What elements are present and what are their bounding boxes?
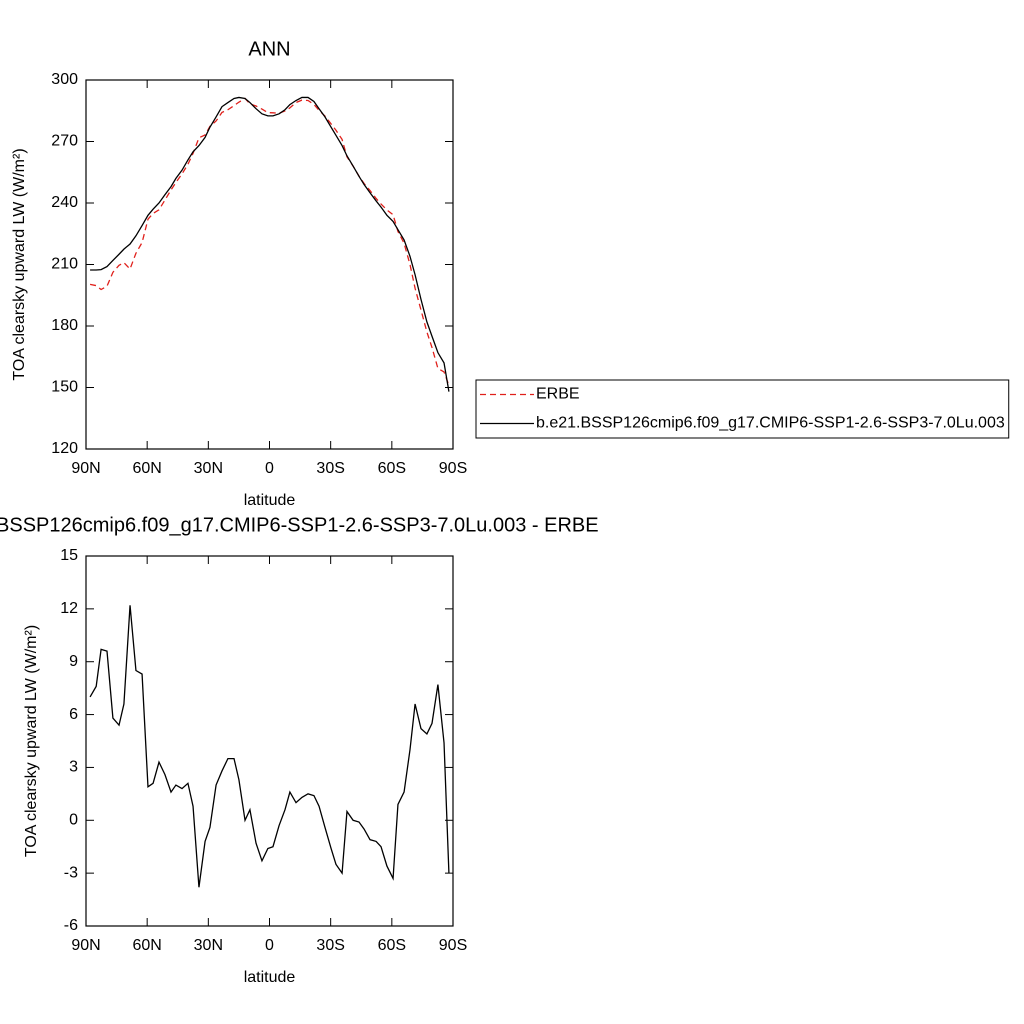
x-tick-label: 30N [194, 937, 223, 954]
y-axis-label: TOA clearsky upward LW (W/m²) [11, 148, 28, 380]
legend-box [475, 379, 1010, 439]
y-tick-label: 12 [60, 600, 78, 617]
x-tick-label: 60N [132, 460, 161, 477]
x-tick-label: 30N [194, 460, 223, 477]
data-line [89, 605, 450, 888]
x-tick-label: 0 [265, 937, 274, 954]
y-tick-label: 180 [51, 317, 78, 334]
y-tick-label: 300 [51, 71, 78, 88]
y-tick-label: 3 [69, 759, 78, 776]
chart-title: ANN [248, 38, 290, 60]
x-tick-label: 90N [71, 460, 100, 477]
plot-frame [85, 555, 454, 927]
data-line [89, 97, 450, 386]
legend: ERBE b.e21.BSSP126cmip6.f09_g17.CMIP6-SSP… [475, 379, 1010, 439]
x-tick-label: 0 [265, 460, 274, 477]
x-tick-label: 90S [439, 460, 467, 477]
x-tick-label: 60S [378, 460, 406, 477]
x-tick-label: 60N [132, 937, 161, 954]
y-tick-label: 6 [69, 706, 78, 723]
chart-title: b.e21.BSSP126cmip6.f09_g17.CMIP6-SSP1-2.… [0, 514, 599, 536]
y-tick-label: 120 [51, 440, 78, 457]
legend-label: b.e21.BSSP126cmip6.f09_g17.CMIP6-SSP1-2.… [536, 415, 1005, 432]
y-tick-label: 270 [51, 133, 78, 150]
x-tick-label: 60S [378, 937, 406, 954]
x-axis-label: latitude [244, 969, 296, 986]
y-tick-label: 15 [60, 547, 78, 564]
y-tick-label: -6 [64, 917, 78, 934]
y-tick-label: 240 [51, 194, 78, 211]
x-tick-label: 30S [316, 937, 344, 954]
y-tick-label: 9 [69, 653, 78, 670]
y-tick-label: 150 [51, 379, 78, 396]
data-line [90, 96, 450, 392]
y-tick-label: 0 [69, 812, 78, 829]
y-axis-label: TOA clearsky upward LW (W/m²) [23, 625, 40, 857]
y-tick-label: 210 [51, 256, 78, 273]
x-tick-label: 90N [71, 937, 100, 954]
x-tick-label: 30S [316, 460, 344, 477]
x-axis-label: latitude [244, 492, 296, 509]
legend-label: ERBE [536, 386, 580, 403]
plot-frame [85, 79, 454, 450]
x-tick-label: 90S [439, 937, 467, 954]
y-tick-label: -3 [64, 864, 78, 881]
